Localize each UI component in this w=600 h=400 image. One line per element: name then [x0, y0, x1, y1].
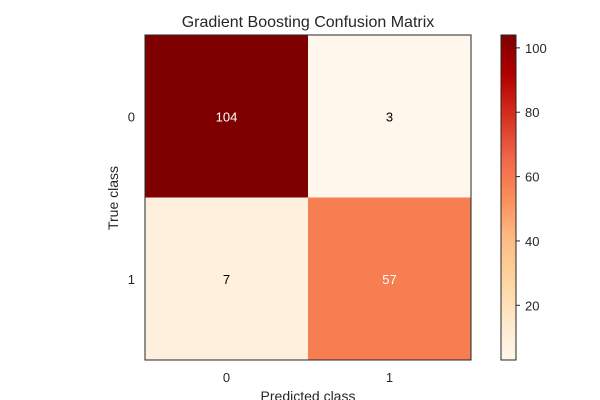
heatmap-cell-0-1: [308, 35, 471, 198]
x-axis-label: Predicted class: [261, 388, 356, 400]
colorbar-tick-label: 20: [525, 298, 539, 313]
cell-value-1-0: 7: [223, 272, 230, 287]
heatmap-cell-1-1: [308, 197, 471, 360]
heatmap-cell-0-0: [145, 35, 308, 198]
chart-title: Gradient Boosting Confusion Matrix: [182, 14, 435, 31]
cell-value-0-0: 104: [216, 109, 238, 124]
heatmap-cell-labels: 104 3 7 57: [216, 109, 397, 287]
cell-value-0-1: 3: [386, 109, 393, 124]
x-tick-label: 1: [386, 370, 393, 385]
colorbar: [500, 34, 517, 361]
plot-frame: [144, 34, 472, 361]
y-tick-label: 0: [128, 109, 135, 124]
colorbar-tick-label: 100: [525, 41, 547, 56]
cell-value-1-1: 57: [382, 272, 396, 287]
heatmap-cells: [145, 35, 471, 360]
y-tick-labels: 01: [128, 109, 135, 287]
colorbar-tick-label: 60: [525, 170, 539, 185]
colorbar-tick-labels: 20 40 60 80 100: [516, 41, 547, 313]
colorbar-tick-label: 40: [525, 234, 539, 249]
colorbar-tick-label: 80: [525, 105, 539, 120]
heatmap-cell-1-0: [145, 197, 308, 360]
y-axis-label: True class: [105, 166, 121, 230]
y-tick-label: 1: [128, 272, 135, 287]
x-tick-label: 0: [223, 370, 230, 385]
